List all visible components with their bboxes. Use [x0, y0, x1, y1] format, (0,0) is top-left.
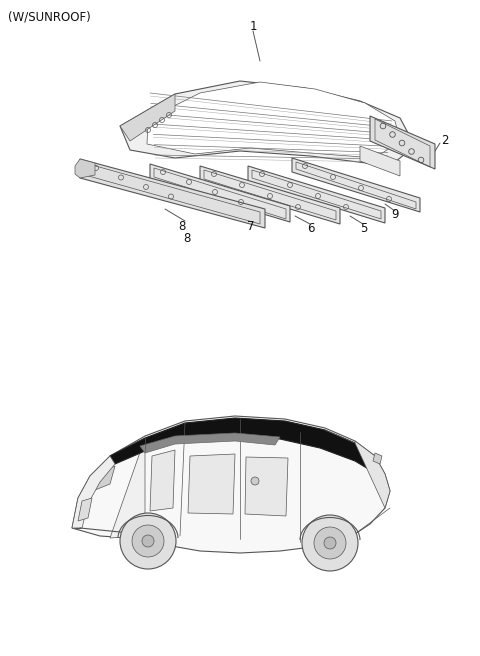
Circle shape — [120, 513, 176, 569]
Polygon shape — [292, 158, 420, 212]
Polygon shape — [150, 164, 290, 222]
Polygon shape — [188, 454, 235, 514]
Text: 8: 8 — [183, 232, 191, 245]
Polygon shape — [72, 416, 390, 553]
Text: 9: 9 — [391, 209, 399, 222]
Circle shape — [142, 535, 154, 547]
Text: 5: 5 — [360, 222, 368, 234]
Text: 2: 2 — [441, 134, 449, 148]
Polygon shape — [78, 498, 92, 521]
Circle shape — [302, 515, 358, 571]
Circle shape — [251, 477, 259, 485]
Polygon shape — [120, 81, 415, 166]
Polygon shape — [80, 466, 115, 496]
Polygon shape — [355, 441, 390, 508]
Polygon shape — [248, 166, 385, 223]
Polygon shape — [200, 166, 340, 224]
Polygon shape — [140, 433, 280, 453]
Text: 7: 7 — [247, 220, 255, 232]
Text: 1: 1 — [249, 20, 257, 33]
Polygon shape — [370, 116, 435, 169]
Polygon shape — [150, 450, 175, 511]
Text: 8: 8 — [178, 220, 186, 232]
Polygon shape — [110, 418, 375, 470]
Polygon shape — [110, 438, 145, 538]
Text: (W/SUNROOF): (W/SUNROOF) — [8, 11, 91, 24]
Polygon shape — [373, 453, 382, 464]
Polygon shape — [147, 82, 400, 158]
Polygon shape — [245, 457, 288, 516]
Polygon shape — [80, 159, 265, 228]
Text: 6: 6 — [307, 222, 315, 234]
Polygon shape — [120, 94, 175, 141]
Circle shape — [324, 537, 336, 549]
Polygon shape — [360, 146, 400, 176]
Circle shape — [314, 527, 346, 559]
Circle shape — [132, 525, 164, 557]
Polygon shape — [75, 159, 95, 178]
Polygon shape — [72, 456, 115, 528]
